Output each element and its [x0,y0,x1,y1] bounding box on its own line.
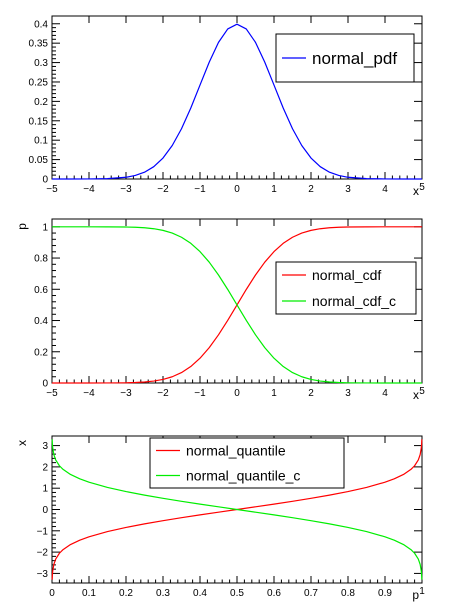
x-tick-label: 2 [308,184,314,195]
legend-label: normal_cdf [312,267,381,283]
legend-label: normal_quantile [186,442,286,458]
series-line-normal-cdf-c [52,226,422,384]
x-axis-label: x [413,388,419,402]
y-tick-label: −3 [37,569,49,580]
x-tick-label: 5 [419,386,425,397]
y-tick-label: 1 [42,222,48,233]
x-tick-label: −3 [120,388,132,399]
y-tick-label: 0.1 [34,136,48,147]
series-line-normal-pdf [51,23,423,180]
x-tick-label: 1 [419,586,425,597]
chart-panel-2: −5 −4 −3 −2 −1 0 1 2 3 4 5 0 0.2 0.4 0.6 0.8 1 x p normal_c… [15,218,425,402]
x-axis-label: p [412,588,419,602]
series-line-normal-quantile-c [51,439,423,580]
x-tick-label: 0.6 [267,588,281,599]
x-tick-label: 0.1 [82,588,96,599]
y-tick-label: 0.8 [34,254,48,265]
legend: normal_quantile normal_quantile_c [149,437,345,489]
y-tick-label: 0.3 [34,58,48,69]
y-axis-label: p [15,223,29,230]
y-tick-label: −2 [37,548,49,559]
y-tick-label: 3 [42,441,48,452]
x-tick-label: 2 [308,388,314,399]
legend-label: normal_quantile_c [186,467,300,483]
x-tick-label: 0 [49,588,55,599]
x-axis-label: x [413,184,419,198]
x-tick-label: 0 [234,184,240,195]
x-tick-label: 5 [419,182,425,193]
y-tick-label: 0.4 [34,316,48,327]
x-tick-label: 0.5 [230,588,244,599]
x-tick-label: −4 [83,388,95,399]
x-tick-label: −4 [83,184,95,195]
x-tick-label: 0.3 [156,588,170,599]
legend: normal_cdf normal_cdf_c [275,261,417,315]
x-tick-label: 0.4 [193,588,207,599]
y-tick-label: 0 [42,175,48,186]
y-tick-label: 1 [42,484,48,495]
x-tick-label: −2 [157,388,169,399]
legend-label: normal_pdf [312,49,397,68]
x-tick-label: −5 [46,388,58,399]
x-tick-label: 1 [271,184,277,195]
chart-panel-3: 0 0.1 0.2 0.3 0.4 0.5 0.6 0.7 0.8 0.9 1 −3 −2 −1 0 1 2 3 p… [15,435,425,602]
y-tick-label: 2 [42,462,48,473]
x-tick-label: 0.9 [378,588,392,599]
chart-panel-1: −5 −4 −3 −2 −1 0 1 2 3 4 5 0 0.05 0.1 0.15 0.2 0.25 0.3 0.… [29,15,425,198]
y-tick-label: 0 [42,505,48,516]
x-tick-label: 4 [382,184,388,195]
x-tick-label: 3 [345,388,351,399]
x-tick-label: 0.7 [304,588,318,599]
y-tick-label: 0.2 [34,97,48,108]
x-tick-label: −1 [194,388,206,399]
x-tick-label: 4 [382,388,388,399]
y-tick-label: 0.05 [29,155,49,166]
y-tick-label: 0 [42,379,48,390]
y-tick-label: 0.2 [34,347,48,358]
y-axis-label: x [15,440,29,446]
x-tick-label: −5 [46,184,58,195]
y-tick-label: −1 [37,526,49,537]
legend: normal_pdf [275,33,415,83]
x-tick-label: 0.8 [341,588,355,599]
y-tick-label: 0.35 [29,39,49,50]
x-tick-label: −2 [157,184,169,195]
x-tick-label: 0.2 [119,588,133,599]
y-tick-label: 0.25 [29,77,49,88]
x-tick-label: −3 [120,184,132,195]
y-tick-label: 0.15 [29,116,49,127]
x-tick-label: 1 [271,388,277,399]
x-tick-label: −1 [194,184,206,195]
y-tick-label: 0.4 [34,19,48,30]
x-tick-label: 0 [234,388,240,399]
legend-box [275,261,417,315]
legend-label: normal_cdf_c [312,293,396,309]
legend-box [149,437,345,489]
x-tick-label: 3 [345,184,351,195]
y-tick-label: 0.6 [34,285,48,296]
